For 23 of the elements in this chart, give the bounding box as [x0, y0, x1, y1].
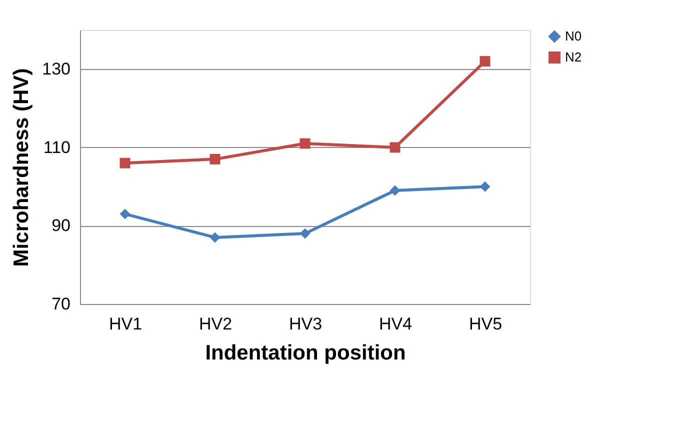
point [120, 208, 130, 220]
point [120, 158, 130, 168]
point [390, 185, 400, 196]
x-tick-label: HV5 [468, 314, 502, 334]
x-axis-title: Indentation position [205, 342, 406, 364]
point [300, 228, 310, 239]
point [480, 56, 490, 67]
y-tick-label: 90 [52, 216, 70, 236]
point [300, 138, 310, 149]
x-tick-label: HV4 [378, 314, 412, 334]
point [210, 154, 220, 164]
y-tick-label: 110 [43, 138, 70, 157]
point [480, 181, 490, 192]
point [390, 142, 400, 153]
x-tick-label: HV2 [198, 314, 232, 334]
legend-label: N2 [565, 50, 582, 64]
y-tick-label: 70 [52, 294, 70, 314]
y-axis-title: Microhardness (HV) [10, 68, 34, 267]
x-tick-label: HV1 [108, 314, 142, 334]
y-tick-label: 130 [42, 60, 70, 79]
point [210, 232, 220, 243]
legend-label: N0 [565, 28, 582, 44]
x-tick-label: HV3 [288, 314, 322, 334]
